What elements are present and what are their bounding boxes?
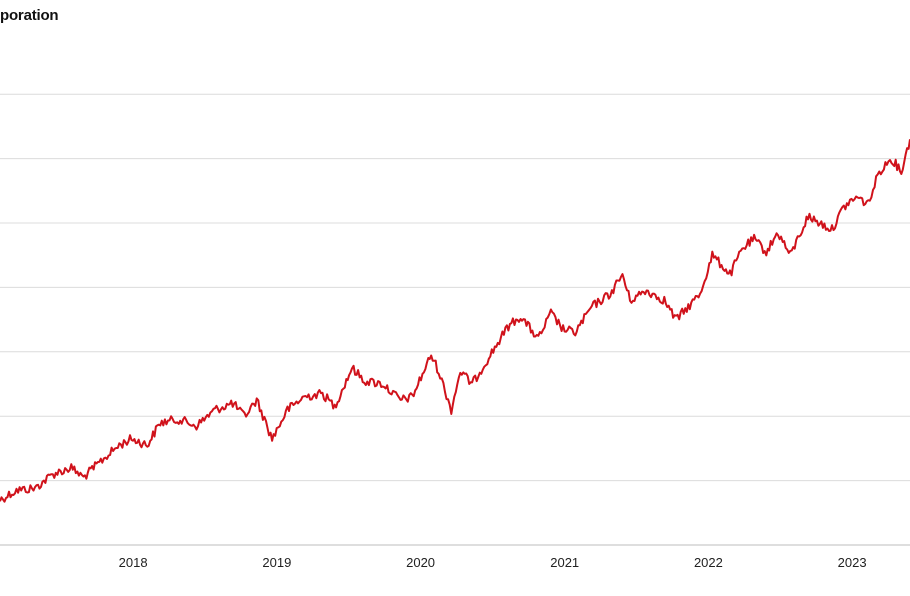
series-line <box>0 139 910 503</box>
x-tick-label: 2018 <box>119 555 148 570</box>
x-tick-label: 2019 <box>262 555 291 570</box>
x-axis-tick-labels: 2018 2019 2020 2021 2022 2023 <box>119 555 867 570</box>
series-layer <box>0 139 910 503</box>
x-tick-label: 2021 <box>550 555 579 570</box>
x-tick-label: 2022 <box>694 555 723 570</box>
x-tick-label: 2020 <box>406 555 435 570</box>
x-tick-label: 2023 <box>838 555 867 570</box>
chart-title: poration <box>0 7 59 24</box>
gridlines <box>0 93 910 546</box>
